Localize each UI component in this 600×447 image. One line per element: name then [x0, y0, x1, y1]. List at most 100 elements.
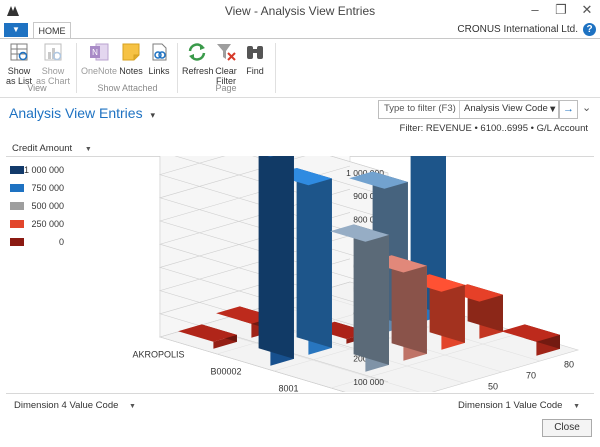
onenote-button[interactable]: N OneNote [81, 42, 117, 76]
filter-field-select[interactable]: Analysis View Code ▼ [459, 101, 558, 118]
ribbon: Show as List Show as Chart View N OneNot… [0, 38, 600, 98]
notes-label: Notes [119, 66, 143, 76]
links-button[interactable]: Links [146, 42, 172, 76]
chart-svg: 1 000 000 750 000 500 000 250 000 0 1 000 00… [10, 156, 580, 393]
chevron-down-icon: ▼ [573, 403, 580, 410]
dimension-1-select[interactable]: Dimension 1 Value Code ▼ [458, 400, 580, 411]
clear-filter-button[interactable]: Clear Filter [213, 42, 239, 86]
legend-swatch [10, 220, 24, 228]
bar [444, 284, 503, 339]
dimension-4-select[interactable]: Dimension 4 Value Code ▼ [14, 400, 136, 411]
bar-side-face [429, 274, 465, 343]
chevron-down-icon: ▼ [548, 104, 558, 115]
filter-box: Type to filter (F3) Analysis View Code ▼ [378, 100, 559, 119]
refresh-label: Refresh [182, 66, 214, 76]
chart-icon [44, 43, 62, 61]
find-label: Find [246, 66, 264, 76]
show-as-chart-label: Show as Chart [36, 66, 71, 86]
filter-summary: Filter: REVENUE • 6100..6995 • G/L Accou… [399, 123, 588, 134]
dimension-1-label: Dimension 1 Value Code [458, 400, 563, 411]
svg-text:N: N [92, 48, 98, 57]
filter-field-value: Analysis View Code [464, 103, 548, 114]
y-tick-label: 900 000 [353, 191, 384, 201]
refresh-button[interactable]: Refresh [182, 42, 214, 76]
tab-home[interactable]: HOME [33, 22, 71, 40]
legend-label: 1 000 000 [24, 165, 64, 175]
bar-side-face [391, 255, 427, 354]
window-title: View - Analysis View Entries [224, 4, 376, 18]
collapse-icon[interactable]: ⌄ [582, 102, 592, 114]
apply-filter-button[interactable]: → [559, 100, 578, 119]
bar-side-face [258, 156, 294, 359]
maximize-button[interactable]: ❐ [555, 2, 567, 17]
close-window-button[interactable]: ✕ [581, 2, 593, 17]
legend-label: 500 000 [31, 201, 64, 211]
refresh-icon [188, 43, 206, 61]
app-logo-icon [7, 6, 19, 16]
chevron-down-icon: ▼ [84, 146, 92, 153]
bar [330, 224, 389, 372]
legend-label: 750 000 [31, 183, 64, 193]
close-button[interactable]: Close [542, 419, 592, 437]
measure-label: Credit Amount [12, 143, 73, 154]
legend-swatch [10, 238, 24, 246]
ribbon-divider [177, 43, 178, 93]
notes-icon [122, 43, 140, 61]
ribbon-tab-row [0, 22, 600, 39]
chevron-down-icon: ▼ [129, 403, 136, 410]
page-group-label: Page [215, 83, 237, 93]
bar-top-face [267, 156, 274, 157]
y-tick-label: 100 000 [353, 377, 384, 387]
legend-swatch [10, 202, 24, 210]
bar [368, 255, 427, 361]
z-axis: AKROPOLISB000028001DEMOBUILD [132, 350, 298, 393]
ribbon-divider [275, 43, 276, 93]
z-tick-label: 8001 [278, 384, 298, 393]
minimize-button[interactable]: – [531, 2, 539, 17]
onenote-label: OneNote [81, 66, 118, 76]
clear-filter-label: Clear Filter [215, 66, 237, 86]
show-as-list-label: Show as List [5, 66, 32, 86]
title-bar: View - Analysis View Entries – ❐ ✕ [0, 0, 600, 23]
bar-top-face [330, 224, 389, 242]
bar-top-face [349, 171, 408, 189]
page-title-text: Analysis View Entries [9, 105, 143, 121]
company-name[interactable]: CRONUS International Ltd. [457, 24, 578, 35]
x-tick-label: 80 [564, 360, 574, 370]
help-icon[interactable]: ? [583, 23, 596, 36]
z-tick-label: B00002 [210, 367, 241, 377]
show-as-chart-button[interactable]: Show as Chart [36, 42, 70, 86]
notes-button[interactable]: Notes [118, 42, 144, 76]
y-tick-label: 1 000 000 [346, 168, 384, 178]
x-axis: 3040507080 [488, 360, 574, 392]
bar-top-face [178, 324, 237, 342]
z-tick-label: AKROPOLIS [132, 350, 184, 360]
legend-label: 250 000 [31, 219, 64, 229]
find-button[interactable]: Find [242, 42, 268, 76]
dimension-4-label: Dimension 4 Value Code [14, 400, 119, 411]
bar-side-face [353, 224, 389, 365]
floor-gridline [330, 332, 522, 389]
bar-top-face [501, 324, 560, 342]
page-title[interactable]: Analysis View Entries ▾ [9, 105, 155, 121]
measure-select[interactable]: Credit Amount ▼ [12, 143, 92, 154]
show-attached-group-label: Show Attached [97, 83, 158, 93]
bar-side-face [296, 168, 332, 348]
filter-input[interactable]: Type to filter (F3) [384, 103, 456, 114]
list-icon [10, 43, 28, 61]
legend-swatch [10, 184, 24, 192]
bar [501, 324, 560, 356]
view-group-label: View [27, 83, 47, 93]
show-as-list-button[interactable]: Show as List [4, 42, 34, 86]
clear-filter-icon [217, 44, 236, 61]
x-tick-label: 50 [488, 382, 498, 392]
binoculars-icon [247, 46, 263, 59]
legend-swatch [10, 166, 24, 174]
application-menu-button[interactable]: ▼ [4, 23, 28, 37]
page-title-caret-icon[interactable]: ▾ [150, 110, 155, 120]
x-tick-label: 70 [526, 371, 536, 381]
links-icon [152, 43, 167, 61]
y-tick-label: 800 000 [353, 214, 384, 224]
bar [258, 156, 294, 366]
links-label: Links [148, 66, 170, 76]
